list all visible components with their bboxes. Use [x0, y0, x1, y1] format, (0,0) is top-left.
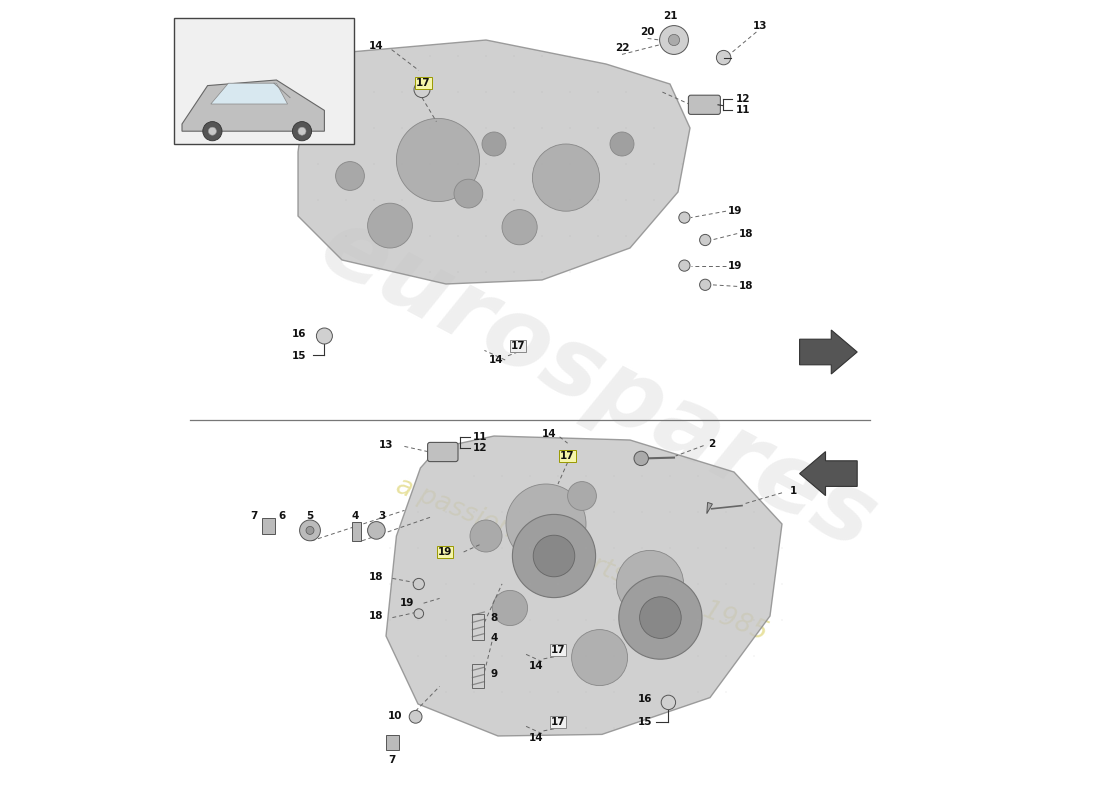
Bar	[472, 664, 484, 688]
Polygon shape	[211, 83, 287, 104]
Text: eurospares: eurospares	[305, 198, 891, 570]
Bar	[472, 614, 484, 640]
Circle shape	[513, 514, 595, 598]
Circle shape	[208, 127, 217, 135]
Circle shape	[454, 179, 483, 208]
Text: 15: 15	[638, 718, 652, 727]
Text: 8: 8	[491, 613, 498, 622]
Text: 17: 17	[416, 78, 431, 88]
Text: 17: 17	[551, 718, 565, 727]
Circle shape	[396, 118, 480, 202]
Text: 9: 9	[491, 669, 498, 678]
Text: 6: 6	[278, 511, 285, 521]
Text: 21: 21	[662, 11, 678, 21]
Circle shape	[669, 34, 680, 46]
Text: 10: 10	[388, 711, 403, 721]
Text: 20: 20	[640, 27, 654, 37]
Text: 13: 13	[752, 21, 767, 30]
Text: 22: 22	[615, 43, 629, 53]
Circle shape	[299, 520, 320, 541]
Text: 19: 19	[727, 206, 742, 216]
Polygon shape	[800, 330, 857, 374]
Text: 12: 12	[736, 94, 750, 104]
Text: 19: 19	[399, 598, 414, 608]
Text: 17: 17	[510, 341, 526, 350]
Circle shape	[634, 451, 648, 466]
Circle shape	[610, 132, 634, 156]
Text: 16: 16	[638, 694, 652, 704]
Text: 3: 3	[378, 511, 385, 521]
Circle shape	[660, 26, 689, 54]
Circle shape	[414, 82, 430, 98]
Circle shape	[367, 522, 385, 539]
Circle shape	[532, 144, 600, 211]
Circle shape	[409, 710, 422, 723]
Circle shape	[616, 550, 683, 618]
Circle shape	[317, 328, 332, 344]
Circle shape	[306, 526, 313, 534]
Text: 14: 14	[529, 734, 543, 743]
Circle shape	[493, 590, 528, 626]
Bar	[352, 522, 361, 541]
Circle shape	[414, 609, 424, 618]
Text: 16: 16	[292, 329, 306, 338]
Circle shape	[534, 535, 575, 577]
Text: 4: 4	[491, 634, 498, 643]
Text: 14: 14	[529, 662, 543, 671]
Bar	[386, 735, 399, 750]
Circle shape	[568, 482, 596, 510]
Text: a passion for parts since 1985: a passion for parts since 1985	[393, 474, 771, 646]
Circle shape	[572, 630, 628, 686]
Polygon shape	[707, 502, 713, 514]
Polygon shape	[298, 40, 690, 284]
Text: 7: 7	[250, 511, 257, 521]
Text: 2: 2	[708, 439, 716, 449]
Polygon shape	[182, 80, 324, 131]
Circle shape	[679, 212, 690, 223]
Bar	[174, 18, 354, 144]
Text: 18: 18	[370, 611, 384, 621]
Text: 1: 1	[790, 486, 798, 496]
Text: 18: 18	[739, 282, 754, 291]
Circle shape	[639, 597, 681, 638]
Circle shape	[367, 203, 412, 248]
Circle shape	[336, 162, 364, 190]
Text: 13: 13	[378, 440, 393, 450]
Text: 5: 5	[307, 511, 314, 521]
Circle shape	[506, 484, 586, 564]
Circle shape	[661, 695, 675, 710]
Text: 18: 18	[739, 229, 754, 238]
Circle shape	[298, 127, 306, 135]
Polygon shape	[800, 451, 857, 495]
Text: 11: 11	[473, 432, 487, 442]
Text: 19: 19	[438, 547, 452, 557]
Text: 12: 12	[473, 443, 487, 453]
Circle shape	[619, 576, 702, 659]
Bar	[262, 518, 275, 534]
Text: 14: 14	[368, 42, 384, 51]
Circle shape	[700, 234, 711, 246]
Text: 7: 7	[388, 755, 395, 765]
FancyBboxPatch shape	[428, 442, 458, 462]
Text: 17: 17	[560, 451, 575, 461]
Circle shape	[202, 122, 222, 141]
Text: 14: 14	[542, 430, 557, 439]
FancyBboxPatch shape	[689, 95, 720, 114]
Text: 19: 19	[727, 261, 742, 270]
Text: 18: 18	[370, 572, 384, 582]
Circle shape	[700, 279, 711, 290]
Text: 4: 4	[351, 511, 359, 521]
Circle shape	[293, 122, 311, 141]
Text: 11: 11	[736, 106, 750, 115]
Circle shape	[470, 520, 502, 552]
Circle shape	[502, 210, 537, 245]
Circle shape	[482, 132, 506, 156]
Circle shape	[679, 260, 690, 271]
Text: 14: 14	[490, 355, 504, 365]
Circle shape	[414, 578, 425, 590]
Polygon shape	[386, 436, 782, 736]
Text: 15: 15	[292, 351, 306, 361]
Text: 17: 17	[551, 646, 565, 655]
Circle shape	[716, 50, 730, 65]
